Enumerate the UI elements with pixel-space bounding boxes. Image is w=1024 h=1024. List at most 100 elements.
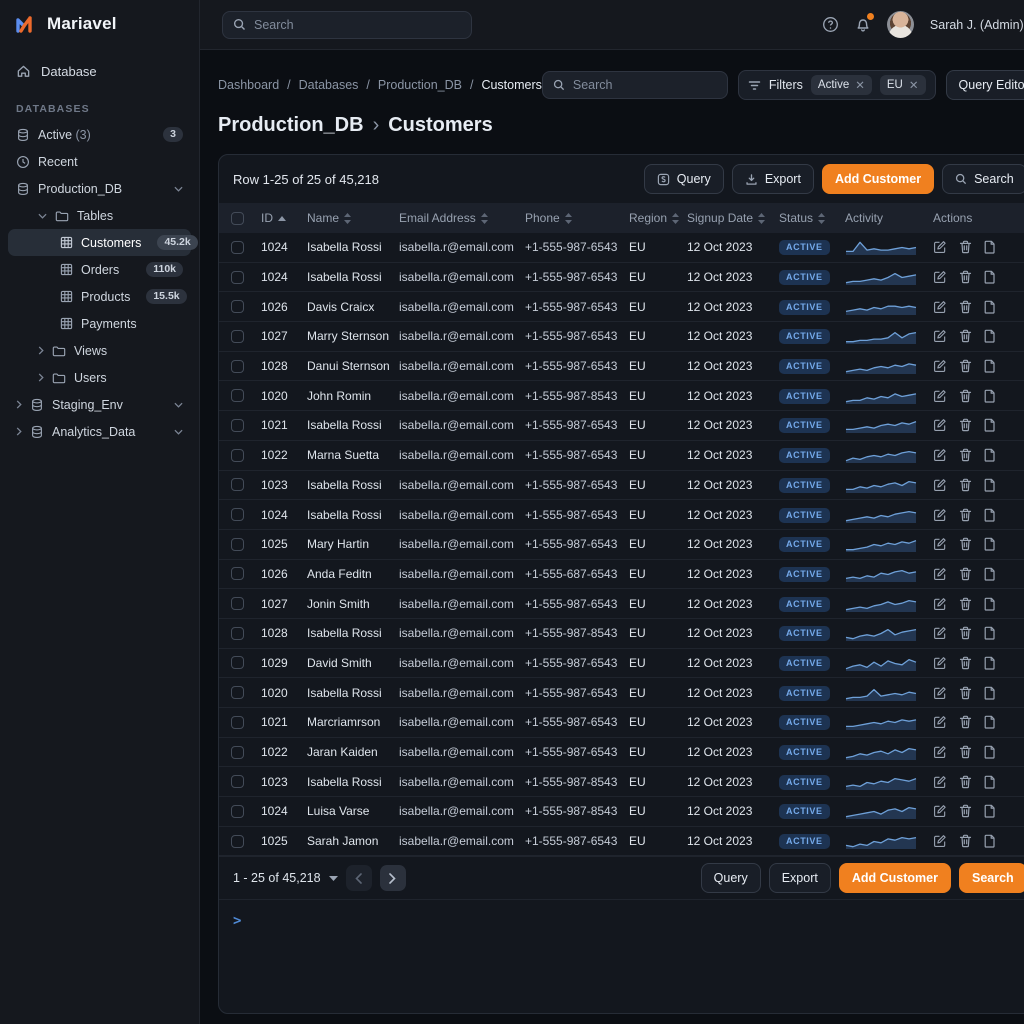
file-icon[interactable] <box>984 597 996 611</box>
export-button[interactable]: Export <box>731 164 814 194</box>
row-checkbox[interactable] <box>231 775 244 789</box>
query-button[interactable]: Query <box>643 164 724 194</box>
column-header-status[interactable]: Status <box>779 211 845 225</box>
sidebar-item-orders[interactable]: Orders 110k <box>8 256 191 283</box>
table-row[interactable]: 1029 David Smith isabella.r@email.com +1-55… <box>219 649 1024 679</box>
file-icon[interactable] <box>984 508 996 522</box>
row-checkbox[interactable] <box>231 597 244 611</box>
edit-icon[interactable] <box>933 775 947 789</box>
column-header-phone[interactable]: Phone <box>525 211 629 225</box>
file-icon[interactable] <box>984 745 996 759</box>
chevron-right-icon[interactable] <box>38 346 44 355</box>
row-checkbox[interactable] <box>231 448 244 462</box>
file-icon[interactable] <box>984 478 996 492</box>
edit-icon[interactable] <box>933 686 947 700</box>
file-icon[interactable] <box>984 329 996 344</box>
file-icon[interactable] <box>984 270 996 284</box>
breadcrumb-item-dashboard[interactable]: Dashboard <box>218 78 280 92</box>
user-avatar[interactable] <box>886 11 914 38</box>
trash-icon[interactable] <box>959 418 972 432</box>
sort-icon[interactable] <box>672 212 680 224</box>
sidebar-item-views[interactable]: Views <box>8 337 191 364</box>
edit-icon[interactable] <box>933 597 947 611</box>
row-checkbox[interactable] <box>231 686 244 700</box>
file-icon[interactable] <box>984 834 996 848</box>
file-icon[interactable] <box>984 775 996 789</box>
table-row[interactable]: 1025 Sarah Jamon isabella.r@email.com +1-55… <box>219 827 1024 857</box>
edit-icon[interactable] <box>933 359 947 373</box>
file-icon[interactable] <box>984 656 996 670</box>
trash-icon[interactable] <box>959 686 972 700</box>
sort-icon[interactable] <box>344 212 352 224</box>
row-checkbox[interactable] <box>231 478 244 492</box>
notifications-bell-icon[interactable] <box>855 13 874 33</box>
trash-icon[interactable] <box>959 597 972 611</box>
file-icon[interactable] <box>984 686 996 700</box>
prev-page-button[interactable] <box>345 865 372 892</box>
sidebar-item-analytics_data[interactable]: Analytics_Data <box>8 418 191 445</box>
row-checkbox[interactable] <box>231 389 244 403</box>
chevron-right-icon[interactable] <box>38 373 44 382</box>
table-row[interactable]: 1024 Isabella Rossi isabella.r@email.com +1… <box>219 233 1024 263</box>
trash-icon[interactable] <box>959 478 972 492</box>
trash-icon[interactable] <box>959 775 972 789</box>
file-icon[interactable] <box>984 537 996 551</box>
edit-icon[interactable] <box>933 418 947 432</box>
row-checkbox[interactable] <box>231 300 244 314</box>
add-customer-button-bottom[interactable]: Add Customer <box>838 863 951 894</box>
sidebar-item-database[interactable]: Database <box>0 54 199 89</box>
table-row[interactable]: 1022 Jaran Kaiden isabella.r@email.com +1-5… <box>219 738 1024 768</box>
file-icon[interactable] <box>984 715 996 729</box>
trash-icon[interactable] <box>959 715 972 729</box>
edit-icon[interactable] <box>933 745 947 759</box>
table-row[interactable]: 1024 Isabella Rossi isabella.r@email.com +1… <box>219 500 1024 530</box>
sidebar-item-products[interactable]: Products 15.5k <box>8 283 191 310</box>
export-button-bottom[interactable]: Export <box>768 863 831 894</box>
query-console[interactable]: > <box>219 899 1024 1013</box>
brand[interactable]: Mariavel <box>0 0 199 46</box>
row-checkbox[interactable] <box>231 329 244 343</box>
file-icon[interactable] <box>984 626 996 640</box>
table-row[interactable]: 1024 Luisa Varse isabella.r@email.com +1-55… <box>219 797 1024 827</box>
trash-icon[interactable] <box>959 626 972 640</box>
row-checkbox[interactable] <box>231 359 244 373</box>
pagination-range[interactable]: 1 - 25 of 45,218 <box>233 871 338 885</box>
row-checkbox[interactable] <box>231 656 244 670</box>
edit-icon[interactable] <box>933 626 947 640</box>
edit-icon[interactable] <box>933 537 947 551</box>
sidebar-item-production_db[interactable]: Production_DB <box>8 175 191 202</box>
row-checkbox[interactable] <box>231 626 244 640</box>
column-header-actions[interactable]: Actions <box>933 211 1024 225</box>
column-header-name[interactable]: Name <box>307 211 399 225</box>
file-icon[interactable] <box>984 567 996 581</box>
file-icon[interactable] <box>984 359 996 373</box>
row-checkbox[interactable] <box>231 537 244 551</box>
table-row[interactable]: 1024 Isabella Rossi isabella.r@email.com +1… <box>219 263 1024 293</box>
trash-icon[interactable] <box>959 448 972 462</box>
sidebar-item-staging_env[interactable]: Staging_Env <box>8 391 191 418</box>
trash-icon[interactable] <box>959 300 972 314</box>
row-checkbox[interactable] <box>231 508 244 522</box>
sidebar-item-recent[interactable]: Recent <box>8 148 191 175</box>
help-icon[interactable] <box>822 16 839 33</box>
row-checkbox[interactable] <box>231 418 244 432</box>
row-checkbox[interactable] <box>231 745 244 759</box>
user-menu[interactable]: Sarah J. (Admin) <box>930 18 1024 32</box>
sidebar-item-customers[interactable]: Customers 45.2k <box>8 229 198 256</box>
file-icon[interactable] <box>984 389 996 403</box>
trash-icon[interactable] <box>959 389 972 403</box>
row-checkbox[interactable] <box>231 240 244 254</box>
table-row[interactable]: 1023 Isabella Rossi isabella.r@email.com +1… <box>219 471 1024 501</box>
row-checkbox[interactable] <box>231 804 244 818</box>
breadcrumb-item-databases[interactable]: Databases <box>298 78 359 92</box>
trash-icon[interactable] <box>959 745 972 759</box>
edit-icon[interactable] <box>933 300 947 314</box>
row-checkbox[interactable] <box>231 834 244 848</box>
edit-icon[interactable] <box>933 448 947 462</box>
query-button-bottom[interactable]: Query <box>700 863 761 894</box>
global-search-input[interactable]: Search <box>222 10 472 39</box>
column-header-id[interactable]: ID <box>261 211 307 225</box>
file-icon[interactable] <box>984 448 996 462</box>
sort-icon[interactable] <box>818 212 826 224</box>
sort-icon[interactable] <box>480 212 488 224</box>
